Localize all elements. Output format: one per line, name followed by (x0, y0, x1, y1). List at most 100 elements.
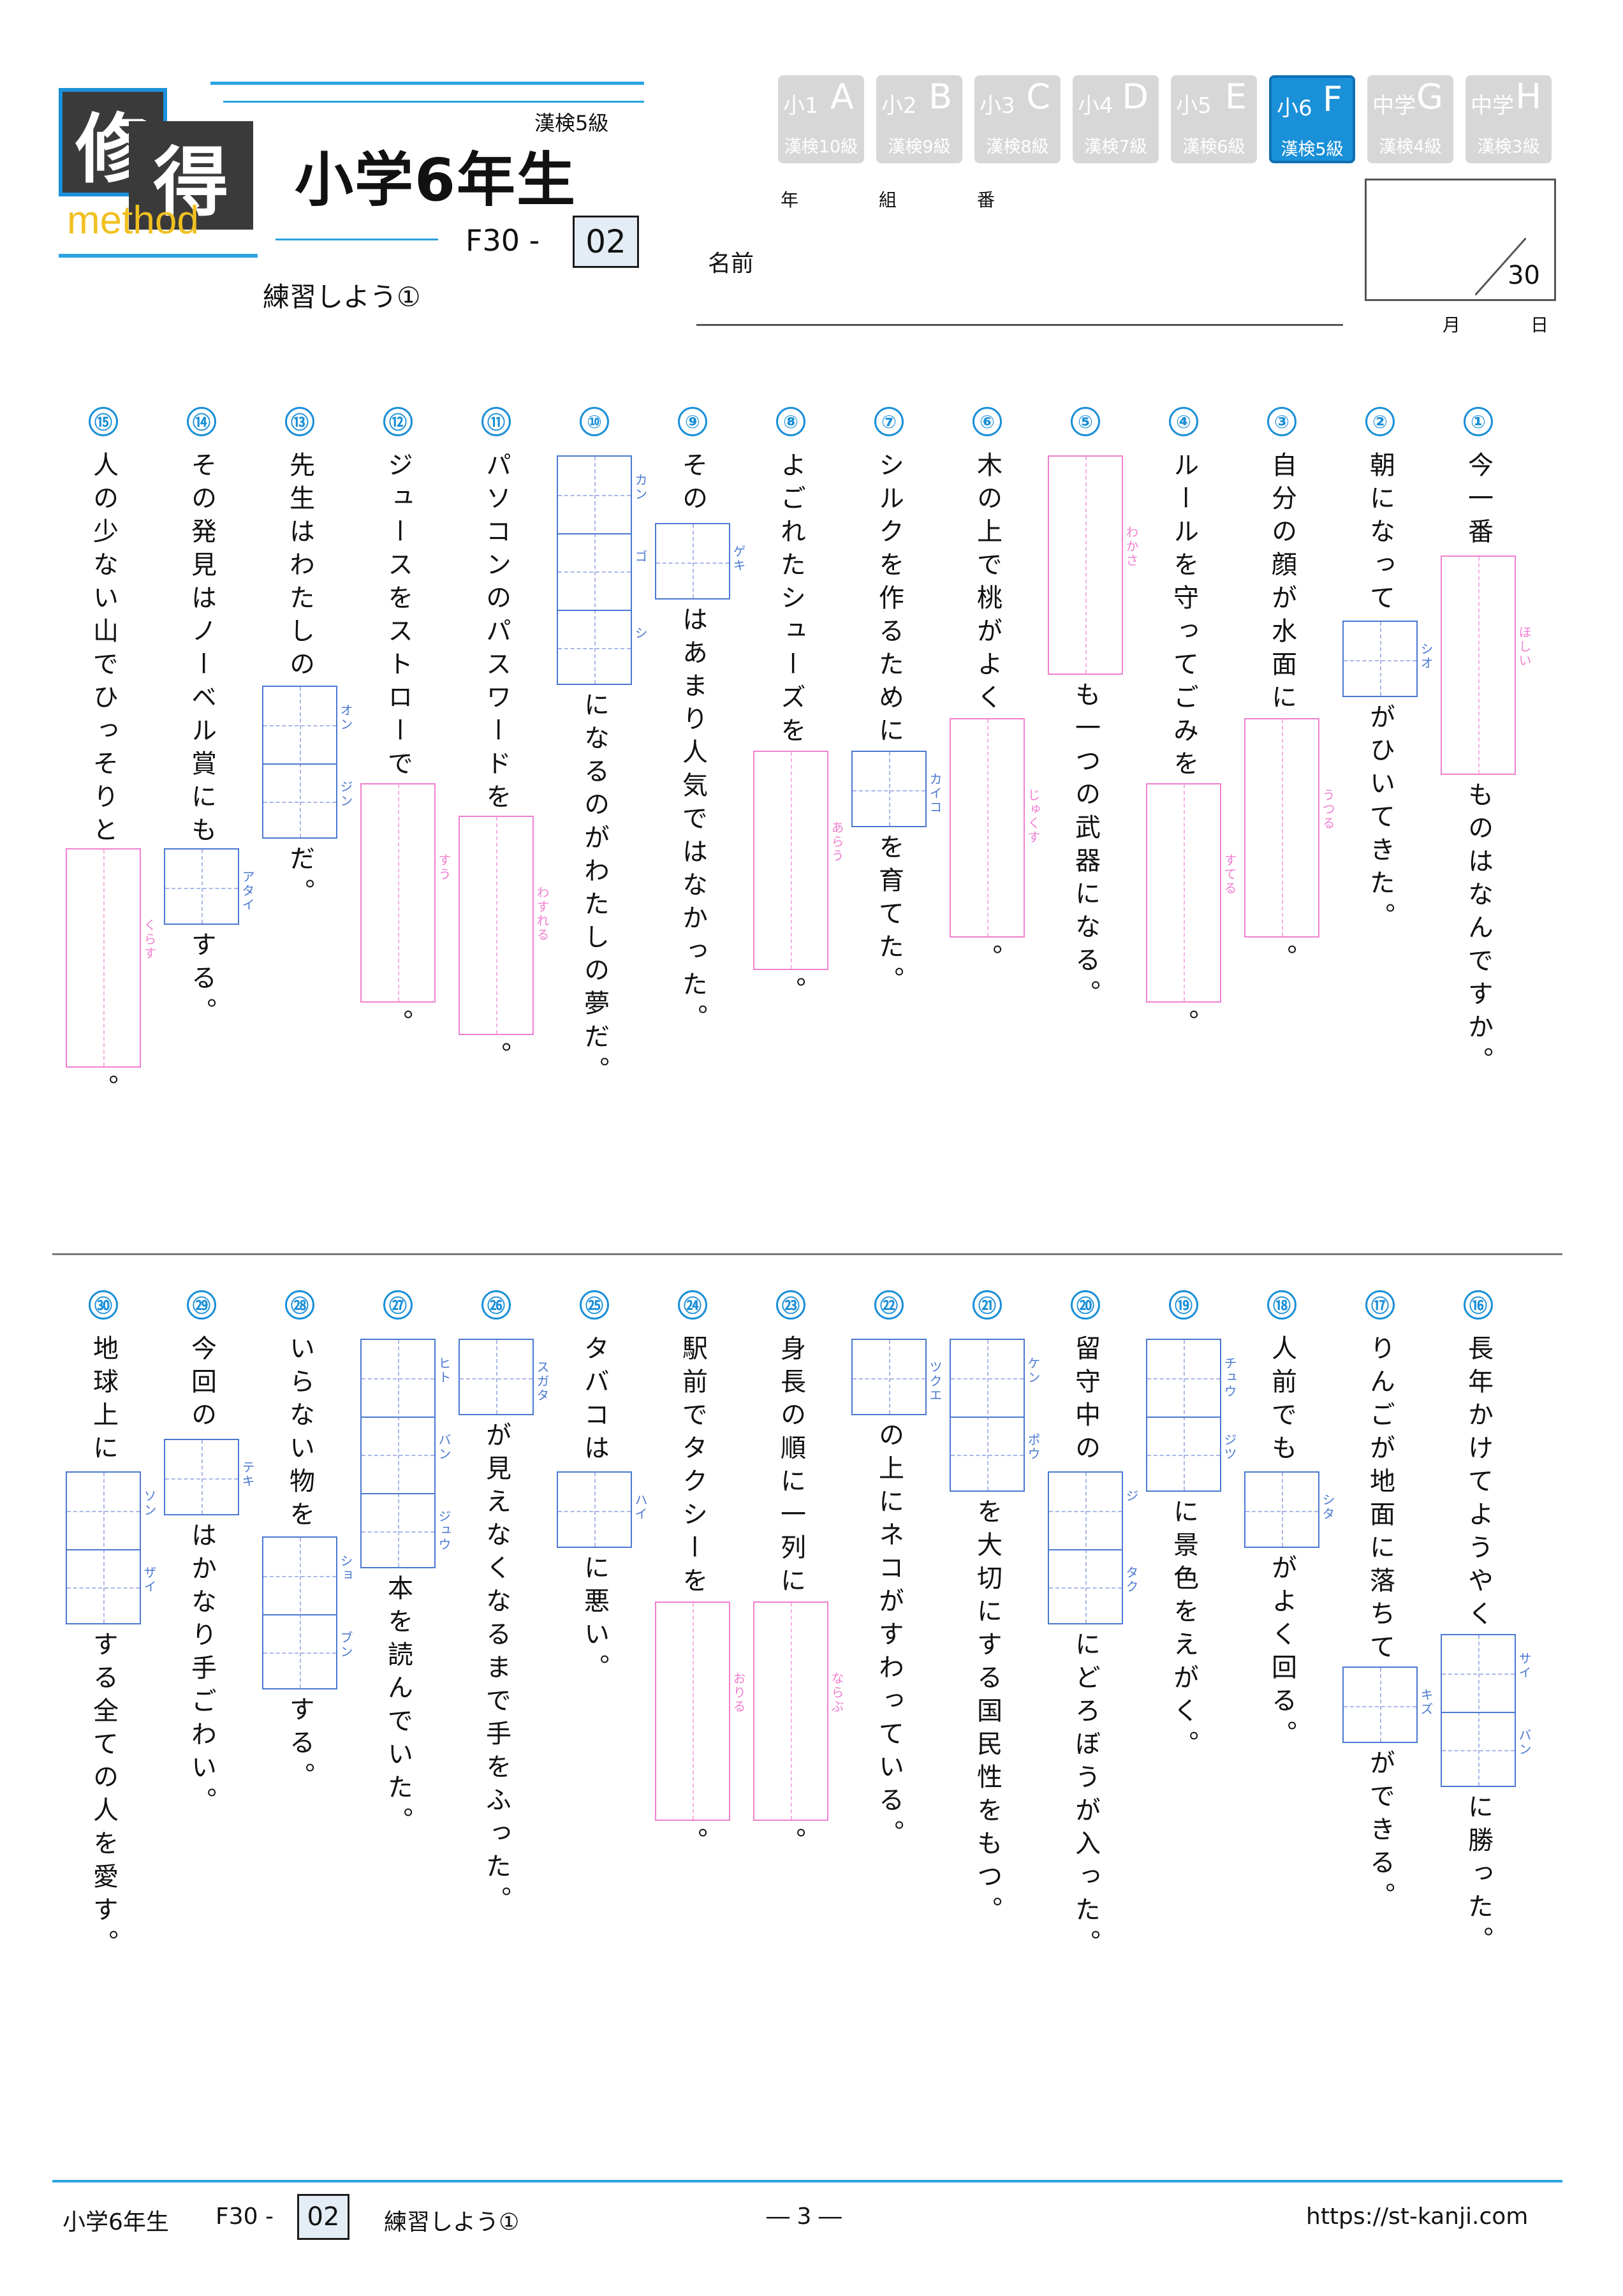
kanji-answer-box[interactable] (1146, 1339, 1221, 1492)
kanji-answer-box[interactable] (360, 1339, 436, 1568)
sentence-text: 人前でも (1267, 1335, 1296, 1468)
kanji-answer-box[interactable] (851, 751, 927, 827)
grade-tab-c[interactable]: 小3 C 漢検8級 (974, 75, 1061, 163)
kanji-answer-box[interactable] (851, 1339, 927, 1415)
box-cell-divider (67, 1549, 140, 1550)
hiragana-answer-box[interactable] (753, 1601, 828, 1821)
hiragana-answer-box[interactable] (1048, 455, 1123, 675)
kanji-answer-box[interactable] (459, 1339, 534, 1415)
month-label: 月 (1443, 314, 1461, 335)
sentence-text: 。 (383, 1009, 413, 1042)
hiragana-answer-box[interactable] (1244, 718, 1319, 938)
question-number: ⑯ (1464, 1290, 1493, 1320)
box-guide-line (951, 1455, 1024, 1456)
box-guide-line (1344, 660, 1416, 661)
site-url[interactable]: https://st-kanji.com (1306, 2204, 1529, 2230)
grade-tab-b[interactable]: 小2 B 漢検9級 (876, 75, 962, 163)
sentence-text: ルールを守ってごみを (1169, 452, 1198, 783)
question-8: ⑧ よごれたシューズを あらう。 (753, 407, 844, 1172)
furigana: くらす (142, 918, 157, 960)
hiragana-answer-box[interactable] (655, 1601, 730, 1821)
hiragana-answer-box[interactable] (360, 783, 436, 1003)
hiragana-answer-box[interactable] (950, 718, 1025, 938)
kanji-answer-box[interactable] (164, 848, 239, 925)
kanji-answer-box[interactable] (1342, 1667, 1418, 1743)
question-number: ⑫ (383, 407, 413, 436)
hiragana-answer-box[interactable] (66, 848, 141, 1068)
grade-tab-e[interactable]: 小5 E 漢検6級 (1171, 75, 1257, 163)
question-number: ⑮ (89, 407, 118, 436)
hiragana-answer-box[interactable] (1146, 783, 1221, 1003)
footer-code-prefix: F30 - (216, 2204, 274, 2230)
question-18: ⑱ 人前でも シタ がよく回る。 (1244, 1290, 1335, 2056)
question-4: ④ ルールを守ってごみを すてる。 (1145, 407, 1237, 1172)
section-divider (52, 1253, 1562, 1255)
furigana: ソン (142, 1489, 157, 1517)
kanji-answer-box[interactable] (1048, 1471, 1123, 1624)
kanji-answer-box[interactable] (557, 1471, 632, 1548)
logo-word: method (67, 198, 199, 242)
box-guide-line (693, 524, 694, 598)
hiragana-answer-box[interactable] (753, 751, 828, 970)
sentence-text: 今回の (187, 1335, 216, 1434)
box-guide-line (398, 784, 399, 1001)
score-total: 30 (1508, 261, 1540, 290)
question-7: ⑦ シルクを作るために カイコ を育てた。 (851, 407, 943, 1172)
box-guide-line (460, 1378, 532, 1380)
question-number: ③ (1267, 407, 1296, 436)
question-number: ⑦ (874, 407, 904, 436)
kanji-answer-box[interactable] (66, 1471, 141, 1624)
box-cell-divider (263, 1614, 336, 1615)
kanji-answer-box[interactable] (164, 1439, 239, 1515)
hiragana-answer-box[interactable] (459, 816, 534, 1035)
box-guide-line (558, 571, 631, 573)
box-guide-line (1380, 622, 1381, 696)
furigana: シオ (1418, 642, 1434, 670)
number-label: 番 (977, 189, 995, 210)
kanji-answer-box[interactable] (1342, 621, 1418, 697)
furigana: おりる (731, 1672, 746, 1714)
sentence-text: ジュースをストローで (383, 452, 413, 783)
box-guide-line (165, 888, 238, 889)
sentence-text: よごれたシューズを (776, 452, 805, 750)
sentence-text: ができる。 (1365, 1749, 1395, 1915)
grade-tab-letter: E (1224, 77, 1247, 117)
kanji-answer-box[interactable] (1441, 1634, 1516, 1787)
grade-tab-letter: C (1026, 77, 1050, 117)
question-number: ① (1464, 407, 1493, 436)
kanji-answer-box[interactable] (950, 1339, 1025, 1492)
question-9: ⑨ その ゲキ はあまり人気ではなかった。 (654, 407, 746, 1172)
grade-tab-f[interactable]: 小6 F 漢検5級 (1269, 75, 1355, 163)
box-guide-line (1442, 1674, 1515, 1675)
furigana: バン (436, 1433, 452, 1461)
grade-tab-d[interactable]: 小4 D 漢検7級 (1073, 75, 1159, 163)
box-guide-line (1442, 1750, 1515, 1751)
name-field[interactable] (696, 324, 1343, 326)
kanji-answer-box[interactable] (655, 523, 730, 600)
sentence-text: 身長の順に一列に (776, 1335, 805, 1600)
code-prefix: F30 - (466, 223, 540, 258)
hiragana-answer-box[interactable] (1441, 556, 1516, 775)
sentence-text: 長年かけてようやく (1464, 1335, 1493, 1633)
box-guide-line (951, 1378, 1024, 1380)
question-number: ㉑ (973, 1290, 1002, 1320)
grade-tab-g[interactable]: 中学 G 漢検4級 (1367, 75, 1453, 163)
grade-tab-level: 漢検10級 (784, 137, 858, 157)
furigana: すてる (1222, 853, 1237, 895)
furigana: アタイ (240, 870, 255, 912)
question-19: ⑲ チュウ ジツ に景色をえがく。 (1145, 1290, 1237, 2056)
kanji-answer-box[interactable] (1244, 1471, 1319, 1548)
footer-title: 練習しよう① (384, 2209, 520, 2235)
grade-tab-a[interactable]: 小1 A 漢検10級 (778, 75, 864, 163)
footer-grade: 小学6年生 (62, 2209, 169, 2235)
header-line (210, 82, 644, 85)
kanji-answer-box[interactable] (262, 686, 337, 839)
box-guide-line (1478, 557, 1480, 774)
kanji-answer-box[interactable] (557, 455, 632, 685)
kanji-answer-box[interactable] (262, 1536, 337, 1689)
grade-tab-h[interactable]: 中学 H 漢検3級 (1465, 75, 1552, 163)
